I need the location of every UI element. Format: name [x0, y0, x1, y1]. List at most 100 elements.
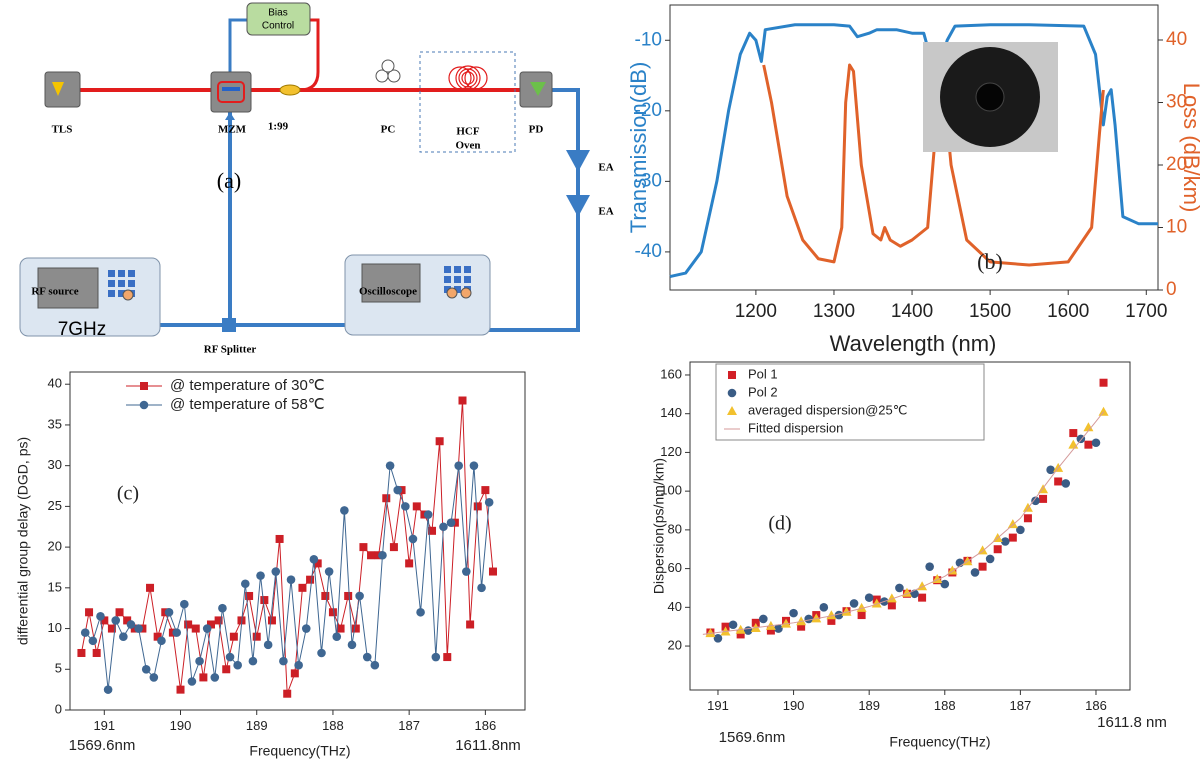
x-tick-label: 188 — [322, 718, 344, 733]
marker — [469, 461, 479, 470]
amplifier — [566, 195, 590, 217]
y-axis-label: Dispersion(ps/nm/km) — [651, 458, 667, 594]
x-tick-label: 189 — [246, 718, 268, 733]
marker — [1023, 514, 1032, 523]
marker — [728, 371, 736, 379]
marker — [841, 606, 852, 616]
marker — [139, 400, 149, 410]
x-axis-label: Frequency(THz) — [249, 743, 350, 759]
marker — [705, 628, 716, 638]
marker — [344, 591, 353, 600]
plot-frame — [669, 4, 1159, 291]
x-tick-label: 1500 — [969, 301, 1011, 322]
marker — [206, 620, 215, 629]
y-tick-label: 120 — [660, 444, 682, 459]
marker — [107, 624, 116, 633]
plot-frame — [689, 361, 1131, 691]
marker — [462, 567, 471, 576]
marker — [157, 636, 166, 646]
marker — [970, 568, 980, 577]
marker — [279, 656, 288, 666]
marker — [164, 607, 174, 617]
series-line — [84, 465, 490, 691]
x-tick-label: 1700 — [1125, 301, 1167, 322]
y-tick-label: 5 — [55, 661, 62, 676]
annotation: (d) — [768, 513, 791, 535]
oven — [419, 51, 516, 153]
marker — [80, 628, 90, 637]
marker — [727, 388, 737, 398]
fiber-inset — [923, 42, 1058, 152]
y-axis-label: differential group delay (DGD, ps) — [15, 437, 31, 645]
plot-frame — [69, 371, 526, 711]
label: Oven — [455, 140, 480, 152]
marker — [947, 565, 958, 575]
marker — [347, 640, 357, 650]
annotation: 1569.6nm — [719, 729, 786, 746]
marker — [210, 673, 220, 682]
marker — [370, 660, 380, 670]
y-tick-label: 30 — [48, 457, 62, 472]
marker — [222, 665, 231, 674]
marker — [1054, 477, 1063, 486]
y-tick-label: 20 — [48, 539, 62, 554]
marker — [321, 591, 330, 600]
marker — [446, 518, 456, 527]
coupler — [279, 84, 301, 96]
label: MZM — [218, 124, 247, 136]
y-tick-label: 100 — [660, 483, 682, 498]
marker — [774, 624, 783, 633]
marker — [317, 648, 326, 658]
chart: 191 190 189 188 187 186 0 5 10 15 20 25 30 35 40 Freque… — [15, 371, 526, 759]
marker — [140, 382, 148, 390]
marker — [827, 616, 836, 625]
port — [122, 289, 134, 301]
marker — [332, 632, 342, 641]
marker — [1022, 502, 1033, 512]
marker — [736, 630, 745, 639]
marker — [408, 534, 418, 544]
series-line — [762, 63, 1105, 267]
setup-diagram: TLS MZM 1:99 PC HCF Oven PD EA EA Bias C… — [19, 2, 614, 356]
marker — [1068, 439, 1079, 449]
marker — [191, 624, 200, 633]
y2-tick-label: 10 — [1166, 217, 1187, 238]
y-tick-label: -20 — [635, 100, 662, 121]
marker — [443, 653, 452, 662]
y-tick-label: 40 — [668, 599, 682, 614]
x-tick-label: 186 — [1085, 698, 1107, 713]
y-tick-label: 40 — [48, 376, 62, 391]
marker — [423, 510, 433, 519]
y-tick-label: 60 — [668, 560, 682, 575]
marker — [416, 607, 425, 617]
marker — [751, 618, 760, 627]
marker — [1008, 533, 1017, 542]
marker — [195, 656, 204, 666]
port — [460, 287, 472, 299]
marker — [1061, 479, 1071, 488]
y-tick-label: 10 — [48, 620, 62, 635]
marker — [727, 406, 737, 415]
tls-box — [44, 71, 81, 108]
marker — [477, 583, 486, 593]
marker — [895, 583, 904, 593]
marker — [240, 579, 250, 589]
x-tick-label: 1200 — [735, 301, 777, 322]
annotation: 1611.8 nm — [1097, 714, 1167, 731]
marker — [367, 551, 376, 560]
y-tick-label: -30 — [635, 170, 662, 191]
marker — [119, 632, 128, 641]
tls-icon — [52, 82, 64, 96]
marker — [313, 559, 322, 568]
x-tick-label: 190 — [170, 718, 192, 733]
y-tick-label: 80 — [668, 521, 682, 536]
marker — [804, 614, 813, 624]
x-tick-label: 1400 — [891, 301, 933, 322]
x-tick-label: 191 — [93, 718, 115, 733]
marker — [864, 593, 874, 602]
marker — [389, 543, 398, 552]
marker — [309, 555, 319, 564]
marker — [781, 618, 792, 628]
y-tick-label: -10 — [635, 29, 662, 50]
marker — [1084, 440, 1093, 449]
